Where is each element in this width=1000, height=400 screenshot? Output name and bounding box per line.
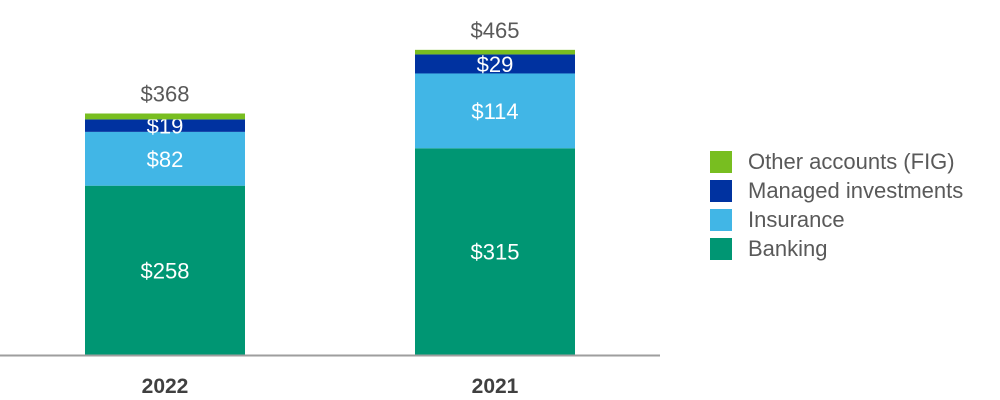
data-label-insurance-2022: $82: [147, 147, 184, 172]
legend-label-insurance: Insurance: [748, 206, 845, 232]
legend-item-other-accounts: Other accounts (FIG): [710, 147, 963, 176]
legend-label-banking: Banking: [748, 235, 828, 261]
bar-segment-insurance-2022: [85, 131, 245, 186]
legend-label-managed-investments: Managed investments: [748, 177, 964, 203]
bar-segment-managed-investments-2021: [415, 54, 575, 74]
total-label-2022: $368: [141, 82, 190, 107]
data-label-managed-investments-2021: $29: [477, 52, 514, 77]
x-tick-label-2021: 2021: [472, 375, 519, 398]
x-tick-label-2022: 2022: [142, 375, 189, 398]
bar-segment-managed-investments-2022: [85, 119, 245, 132]
legend-swatch-insurance: [710, 208, 732, 231]
bar-segment-banking-2022: [85, 185, 245, 355]
bar-segment-other-accounts-fig-2022: [85, 113, 245, 120]
data-label-banking-2021: $315: [471, 240, 520, 265]
legend-swatch-managed-investments: [710, 179, 732, 202]
legend-item-managed-investments: Managed investments: [710, 176, 963, 205]
legend-item-banking: Banking: [710, 234, 963, 263]
legend: Other accounts (FIG) Managed investments…: [710, 147, 963, 263]
legend-item-insurance: Insurance: [710, 205, 963, 234]
legend-swatch-banking: [710, 237, 732, 260]
data-label-insurance-2021: $114: [471, 99, 518, 124]
bar-segment-banking-2021: [415, 148, 575, 355]
total-label-2021: $465: [471, 18, 520, 43]
legend-swatch-other-accounts: [710, 150, 732, 173]
bar-segment-other-accounts-fig-2021: [415, 49, 575, 55]
bar-segment-insurance-2021: [415, 73, 575, 149]
legend-label-other-accounts: Other accounts (FIG): [748, 148, 955, 174]
data-label-banking-2022: $258: [141, 258, 190, 283]
